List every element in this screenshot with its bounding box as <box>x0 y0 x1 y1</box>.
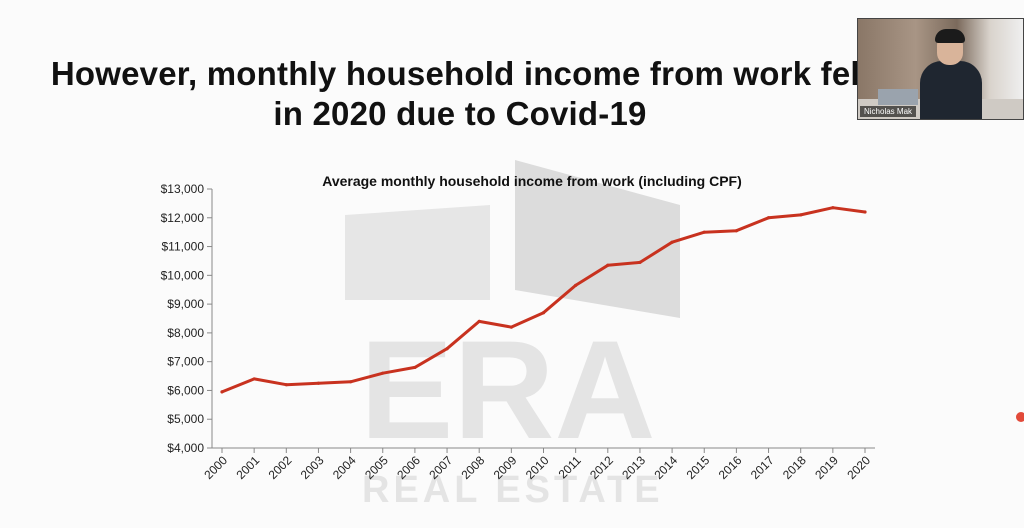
series-line <box>220 206 867 394</box>
y-tick-label: $10,000 <box>161 268 205 282</box>
y-tick-label: $6,000 <box>167 383 204 397</box>
x-tick-label: 2009 <box>491 453 520 482</box>
data-point <box>606 263 610 267</box>
watermark-sub-text: REAL ESTATE <box>362 469 664 511</box>
slide-title-line-1: However, monthly household income from w… <box>50 55 870 92</box>
data-point <box>766 216 771 220</box>
participant-name-label: Nicholas Mak <box>860 106 917 117</box>
data-point <box>638 260 642 264</box>
x-axis-ticks: 2000 2001 2002 2003 2004 2005 2006 2007 2008 2009… <box>201 448 873 482</box>
x-tick-label: 2013 <box>619 453 648 482</box>
y-tick-label: $11,000 <box>162 240 205 254</box>
y-tick-label: $13,000 <box>161 182 205 196</box>
data-point <box>541 311 546 315</box>
x-tick-label: 2020 <box>844 453 873 482</box>
x-tick-label: 2014 <box>651 453 680 482</box>
x-tick-label: 2001 <box>233 453 262 482</box>
x-tick-label: 2015 <box>684 453 713 482</box>
data-point <box>445 347 449 351</box>
x-tick-label: 2008 <box>459 453 488 482</box>
data-point <box>252 377 256 381</box>
y-axis-ticks: $4,000 $5,000 $6,000 $7,000 $8,000 $9,000 $10,… <box>161 182 212 455</box>
x-tick-label: 2006 <box>394 453 423 482</box>
data-point <box>799 213 803 217</box>
data-point <box>413 365 417 370</box>
presenter-video-tile[interactable]: Nicholas Mak <box>857 18 1024 120</box>
data-point <box>477 319 481 323</box>
presenter-body <box>920 61 982 119</box>
x-tick-label: 2011 <box>556 453 584 481</box>
y-tick-label: $8,000 <box>167 326 204 340</box>
data-point <box>509 325 513 329</box>
data-point <box>702 230 706 234</box>
data-point <box>349 380 353 384</box>
y-tick-label: $12,000 <box>161 211 205 225</box>
y-tick-label: $7,000 <box>167 355 204 369</box>
x-tick-label: 2004 <box>330 453 359 482</box>
x-tick-label: 2012 <box>587 453 616 482</box>
data-point <box>381 371 385 375</box>
x-tick-label: 2017 <box>748 453 777 482</box>
x-tick-label: 2005 <box>362 453 391 482</box>
data-point <box>574 283 578 288</box>
slide-title: However, monthly household income from w… <box>40 54 880 134</box>
presenter-hair <box>935 29 965 43</box>
data-point <box>284 383 288 387</box>
watermark-right-facet <box>515 160 680 318</box>
y-tick-label: $9,000 <box>167 297 204 311</box>
data-point <box>863 210 867 214</box>
x-tick-label: 2007 <box>426 453 455 482</box>
data-point <box>316 381 321 385</box>
x-tick-label: 2016 <box>716 453 745 482</box>
data-point <box>734 229 739 233</box>
chart-title: Average monthly household income from wo… <box>322 173 742 189</box>
y-tick-label: $4,000 <box>167 441 204 455</box>
data-point <box>831 206 835 210</box>
x-tick-label: 2003 <box>298 453 327 482</box>
x-tick-label: 2018 <box>780 453 809 482</box>
y-tick-label: $5,000 <box>167 412 204 426</box>
slide-title-line-2: in 2020 due to Covid-19 <box>273 95 647 132</box>
x-tick-label: 2010 <box>523 453 552 482</box>
x-tick-label: 2019 <box>812 453 841 482</box>
data-point <box>670 240 674 244</box>
series-points <box>220 206 867 394</box>
video-laptop <box>878 89 918 105</box>
watermark-brand-text: ERA <box>360 311 656 468</box>
x-tick-label: 2002 <box>266 453 295 482</box>
data-point <box>220 390 224 394</box>
pointer-dot <box>1016 412 1024 422</box>
watermark-left-facet <box>345 205 490 300</box>
x-tick-label: 2000 <box>201 453 230 482</box>
